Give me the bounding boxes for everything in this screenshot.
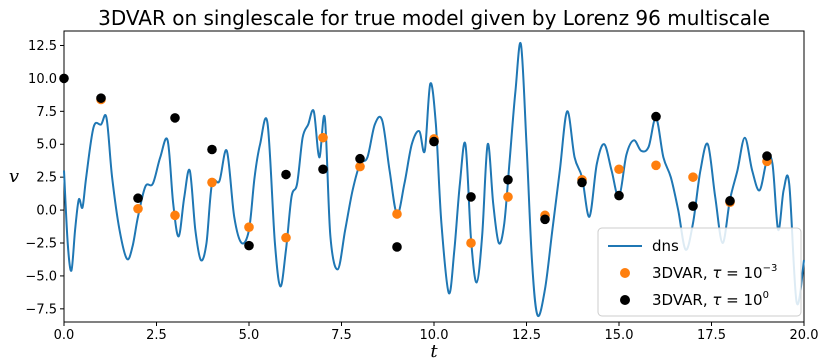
point-3dvar-tau-1e0 — [688, 201, 698, 211]
legend: dns 3DVAR, τ = 10−3 3DVAR, τ = 100 — [597, 227, 802, 317]
legend-tau-small-tau: τ — [712, 264, 722, 282]
x-tick-label: 0.0 — [54, 328, 75, 343]
chart-title: 3DVAR on singlescale for true model give… — [98, 6, 770, 30]
point-3dvar-tau-1e0 — [503, 174, 513, 185]
point-3dvar-tau-1e0 — [96, 93, 106, 103]
point-3dvar-tau-1e0 — [466, 192, 476, 202]
x-tick-label: 2.5 — [146, 328, 167, 343]
point-3dvar-tau-1e0 — [281, 169, 291, 180]
legend-tau-one-swatch — [620, 295, 630, 305]
point-3dvar-tau-1e0 — [540, 214, 550, 225]
legend-tau-one-exp: 0 — [763, 290, 769, 301]
point-3dvar-tau-1e0 — [577, 177, 587, 188]
legend-tau-small-swatch — [620, 268, 630, 278]
point-3dvar-tau-1e-3 — [170, 210, 180, 221]
y-tick-label: −7.5 — [25, 302, 57, 317]
y-tick-label: −5.0 — [25, 269, 57, 284]
plot-area: 0.0 2.5 5.0 7.5 10.0 12.5 15.0 17.5 20.0 −7.5 −5.0… — [25, 30, 818, 343]
point-3dvar-tau-1e0 — [59, 73, 69, 84]
point-3dvar-tau-1e0 — [133, 193, 143, 204]
legend-tau-one-tau: τ — [712, 291, 722, 309]
point-3dvar-tau-1e0 — [207, 144, 217, 155]
point-3dvar-tau-1e-3 — [207, 177, 217, 188]
point-3dvar-tau-1e-3 — [466, 238, 476, 248]
point-3dvar-tau-1e0 — [392, 242, 402, 252]
point-3dvar-tau-1e0 — [762, 151, 772, 161]
scatter-points — [59, 73, 772, 252]
legend-box — [597, 227, 802, 317]
x-tick-label: 7.5 — [331, 328, 352, 343]
point-3dvar-tau-1e0 — [244, 240, 254, 251]
x-tick-label: 12.5 — [512, 328, 541, 343]
point-3dvar-tau-1e0 — [651, 111, 661, 122]
x-tick-label: 15.0 — [605, 328, 634, 343]
y-tick-label: 2.5 — [36, 171, 57, 186]
point-3dvar-tau-1e-3 — [651, 160, 661, 171]
y-tick-label: 0.0 — [36, 204, 57, 219]
x-tick-label: 10.0 — [420, 328, 449, 343]
legend-tau-small-label: 3DVAR, τ = 10−3 — [652, 263, 777, 282]
point-3dvar-tau-1e0 — [318, 164, 328, 175]
legend-tau-one-label: 3DVAR, τ = 100 — [652, 290, 769, 309]
x-tick-label: 20.0 — [790, 328, 819, 343]
point-3dvar-tau-1e0 — [725, 196, 735, 206]
y-tick-label: 7.5 — [36, 105, 57, 120]
y-tick-label: −2.5 — [25, 236, 57, 251]
point-3dvar-tau-1e-3 — [392, 209, 402, 219]
point-3dvar-tau-1e-3 — [688, 172, 698, 182]
point-3dvar-tau-1e-3 — [133, 203, 143, 214]
point-3dvar-tau-1e-3 — [281, 232, 291, 243]
x-tick-label: 17.5 — [697, 328, 726, 343]
legend-tau-small-eq: = 10 — [721, 264, 762, 282]
point-3dvar-tau-1e-3 — [614, 164, 624, 175]
point-3dvar-tau-1e-3 — [355, 161, 365, 172]
legend-dns-label: dns — [652, 237, 679, 255]
y-tick-label: 5.0 — [36, 138, 57, 153]
legend-tau-small-exp: −3 — [763, 263, 778, 274]
point-3dvar-tau-1e0 — [355, 153, 365, 164]
dns-series-line — [63, 41, 805, 318]
x-tick-label: 5.0 — [239, 328, 260, 343]
axis-ticks: 0.0 2.5 5.0 7.5 10.0 12.5 15.0 17.5 20.0 −7.5 −5.0… — [25, 39, 818, 343]
y-tick-label: 12.5 — [28, 39, 57, 54]
point-3dvar-tau-1e0 — [429, 136, 439, 147]
point-3dvar-tau-1e-3 — [503, 192, 513, 202]
legend-tau-one-eq: = 10 — [721, 291, 762, 309]
legend-tau-one-prefix: 3DVAR, — [652, 291, 712, 309]
y-axis-label: v — [9, 166, 19, 187]
point-3dvar-tau-1e0 — [614, 190, 624, 201]
point-3dvar-tau-1e0 — [170, 113, 180, 123]
legend-tau-small-prefix: 3DVAR, — [652, 264, 712, 282]
point-3dvar-tau-1e-3 — [318, 132, 328, 143]
x-axis-label: t — [430, 341, 438, 359]
point-3dvar-tau-1e-3 — [244, 222, 254, 232]
y-tick-label: 10.0 — [28, 72, 57, 87]
